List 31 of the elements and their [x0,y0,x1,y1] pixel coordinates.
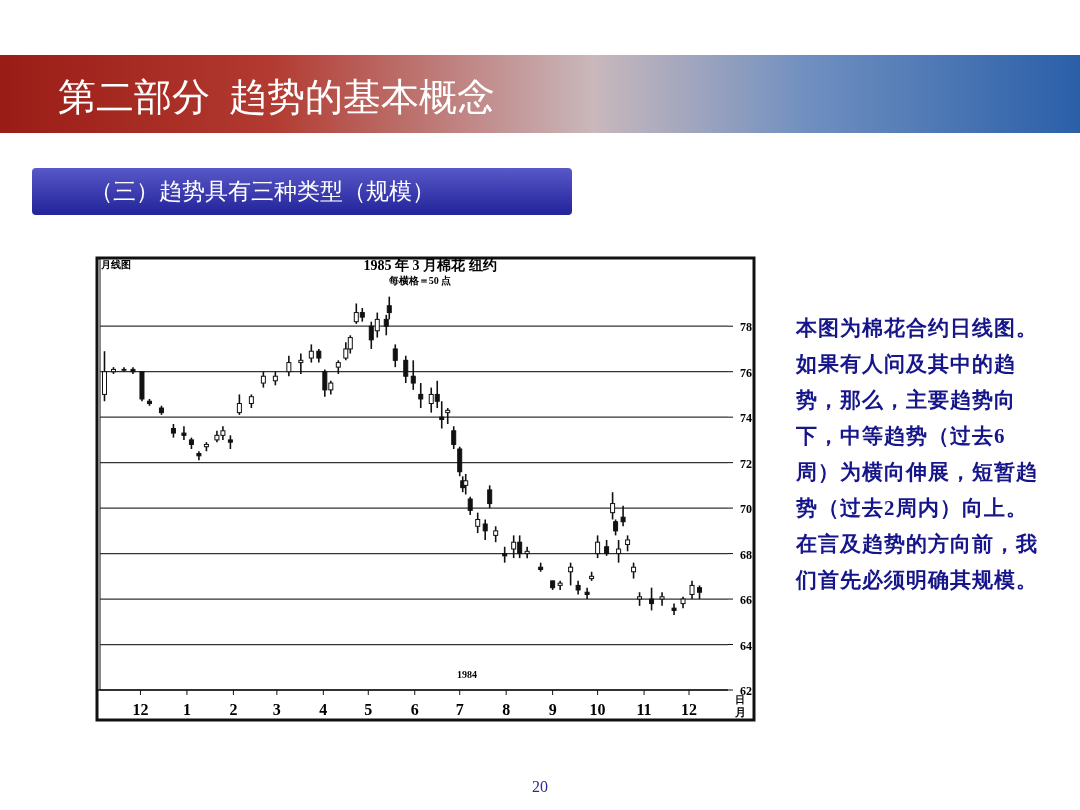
text: 每横格＝50 点 [387,275,452,286]
x-tick-label: 9 [548,701,557,718]
text: （三）趋势具有三种类型（规模） [32,168,572,215]
text: 日 [735,694,745,705]
x-tick-label: 6 [410,701,419,718]
x-tick-label: 10 [589,701,606,718]
y-tick-label: 70 [740,502,752,517]
x-tick-label: 11 [636,701,652,718]
annotation: 1984 [457,669,477,680]
x-tick-label: 12 [132,701,149,718]
y-tick-label: 76 [740,365,752,380]
chart-title: 1985 年 3 月棉花 纽约 [363,258,497,273]
y-tick-label: 78 [740,320,752,335]
y-tick-label: 66 [740,593,752,608]
text: 20 [531,778,549,796]
text: 月 [733,706,746,718]
y-tick-label: 74 [740,411,752,426]
x-tick-label: 5 [364,701,373,718]
x-tick-label: 3 [272,701,281,718]
x-tick-label: 2 [229,701,238,718]
annotation: 月线图 [100,259,131,270]
x-tick-label: 8 [502,701,511,718]
text: 本图为棉花合约日线图。如果有人问及其中的趋势，那么，主要趋势向下，中等趋势（过去6周）为横向伸展，短暂趋势（过去2周内）向上。在言及趋势的方向前，我们首先必须明确其规模。 [796,315,1039,594]
y-tick-label: 68 [740,547,752,562]
x-tick-label: 1 [182,701,191,718]
x-tick-label: 4 [319,701,328,718]
y-tick-label: 64 [740,638,752,653]
y-tick-label: 72 [740,456,752,471]
x-tick-label: 7 [455,701,464,718]
x-tick-label: 12 [681,701,698,718]
text: 第二部分 趋势的基本概念 [58,75,495,120]
